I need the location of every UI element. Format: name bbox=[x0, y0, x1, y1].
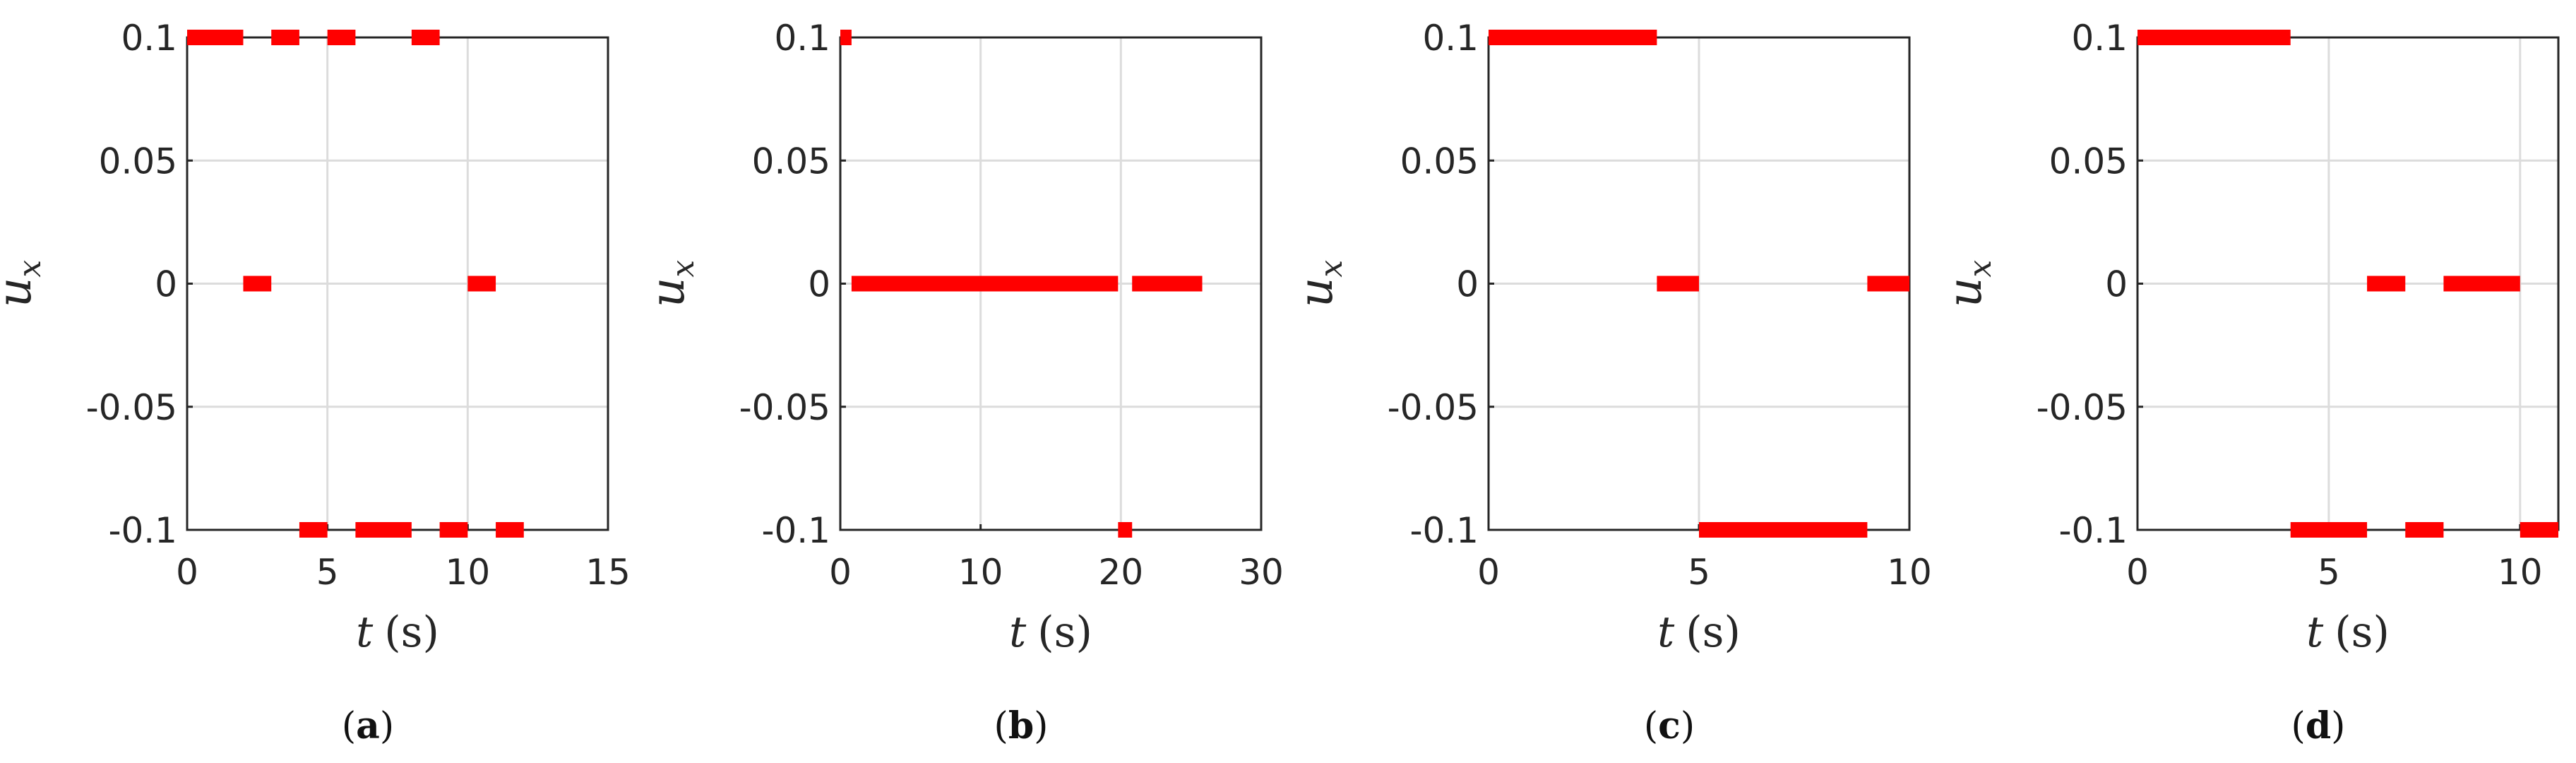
y-axis-label: ux bbox=[1289, 260, 1349, 308]
y-axis-label-sub: x bbox=[12, 260, 48, 278]
x-tick-label: 30 bbox=[1239, 552, 1284, 593]
x-tick-label: 0 bbox=[2126, 552, 2149, 593]
x-axis-label-var: t bbox=[2306, 608, 2324, 657]
y-tick-label: 0.05 bbox=[752, 141, 830, 182]
y-axis-label-var: u bbox=[1289, 278, 1343, 308]
panel-label-letter: a bbox=[356, 704, 380, 747]
x-tick-label: 10 bbox=[446, 552, 491, 593]
panel-label-letter: c bbox=[1658, 704, 1681, 747]
y-tick-label: -0.1 bbox=[761, 510, 830, 551]
x-axis-label: t (s) bbox=[2306, 608, 2390, 657]
y-tick-label: 0.1 bbox=[121, 18, 177, 59]
x-axis-label: t (s) bbox=[1009, 608, 1092, 657]
panel-label-letter: b bbox=[1008, 704, 1034, 747]
x-tick-label: 0 bbox=[1477, 552, 1500, 593]
x-tick-label: 0 bbox=[176, 552, 198, 593]
panel-label-letter: d bbox=[2306, 704, 2331, 747]
x-axis-label: t (s) bbox=[356, 608, 439, 657]
x-axis-label-var: t bbox=[356, 608, 374, 657]
x-tick-label: 5 bbox=[1688, 552, 1710, 593]
y-tick-label: -0.1 bbox=[1409, 510, 1479, 551]
x-axis-label-unit: (s) bbox=[1686, 608, 1741, 657]
y-axis-label-sub: x bbox=[665, 260, 701, 278]
x-axis-label-unit: (s) bbox=[1037, 608, 1092, 657]
chart-panel-b: 0 10 20 30 -0.1 -0.05 0 0.05 0.1 t (s) ux (b) bbox=[640, 18, 1284, 747]
grid bbox=[2137, 37, 2558, 530]
x-axis-label-unit: (s) bbox=[2334, 608, 2390, 657]
y-tick-label: 0.1 bbox=[1422, 18, 1479, 59]
x-tick-label: 15 bbox=[585, 552, 631, 593]
y-axis-label-var: u bbox=[0, 278, 42, 308]
y-tick-label: -0.05 bbox=[86, 387, 177, 428]
panel-label: (b) bbox=[994, 704, 1049, 747]
x-tick-label: 5 bbox=[316, 552, 339, 593]
x-tick-label: 20 bbox=[1099, 552, 1144, 593]
y-tick-label: 0.05 bbox=[99, 141, 177, 182]
y-axis-label-var: u bbox=[1938, 278, 1992, 308]
data-series bbox=[1489, 30, 1909, 538]
y-tick-label: -0.1 bbox=[108, 510, 177, 551]
x-tick-label: 10 bbox=[958, 552, 1003, 593]
data-series bbox=[840, 30, 1203, 538]
x-axis-label-unit: (s) bbox=[384, 608, 439, 657]
panel-label: (a) bbox=[342, 704, 394, 747]
panel-label: (d) bbox=[2291, 704, 2346, 747]
chart-panel-a: 0 5 10 15 -0.1 -0.05 0 0.05 0.1 t(s) ux (a) bbox=[0, 18, 631, 747]
x-axis-label-var: t bbox=[1657, 608, 1675, 657]
x-tick-label: 10 bbox=[2498, 552, 2543, 593]
y-axis-label: ux bbox=[640, 260, 701, 308]
x-tick-label: 0 bbox=[829, 552, 852, 593]
y-axis-label-sub: x bbox=[1313, 260, 1349, 278]
data-series bbox=[187, 30, 524, 538]
y-tick-label: -0.05 bbox=[739, 387, 830, 428]
y-axis-label: ux bbox=[1938, 260, 1998, 308]
x-tick-label: 10 bbox=[1887, 552, 1932, 593]
y-tick-label: -0.1 bbox=[2058, 510, 2128, 551]
y-tick-label: 0 bbox=[2105, 264, 2128, 305]
y-axis-label-var: u bbox=[640, 278, 695, 308]
y-tick-label: 0.05 bbox=[1400, 141, 1479, 182]
y-axis-label-sub: x bbox=[1962, 260, 1998, 278]
data-series bbox=[2137, 30, 2558, 538]
chart-panel-c: 0 5 10 -0.1 -0.05 0 0.05 0.1 t (s) ux (c) bbox=[1289, 18, 1932, 747]
y-tick-label: 0.05 bbox=[2049, 141, 2128, 182]
y-tick-label: 0 bbox=[808, 264, 830, 305]
y-tick-label: 0.1 bbox=[774, 18, 830, 59]
chart-panel-d: 0 5 10 -0.1 -0.05 0 0.05 0.1 t (s) ux (d) bbox=[1938, 18, 2560, 747]
x-tick-label: 5 bbox=[2318, 552, 2340, 593]
x-axis-label-var: t bbox=[1009, 608, 1027, 657]
panel-label: (c) bbox=[1644, 704, 1695, 747]
y-tick-label: 0 bbox=[155, 264, 177, 305]
y-tick-label: -0.05 bbox=[1388, 387, 1479, 428]
y-tick-label: 0.1 bbox=[2071, 18, 2128, 59]
y-tick-label: -0.05 bbox=[2037, 387, 2128, 428]
x-axis-label: t (s) bbox=[1657, 608, 1741, 657]
y-axis-label: ux bbox=[0, 260, 48, 308]
y-tick-label: 0 bbox=[1456, 264, 1479, 305]
